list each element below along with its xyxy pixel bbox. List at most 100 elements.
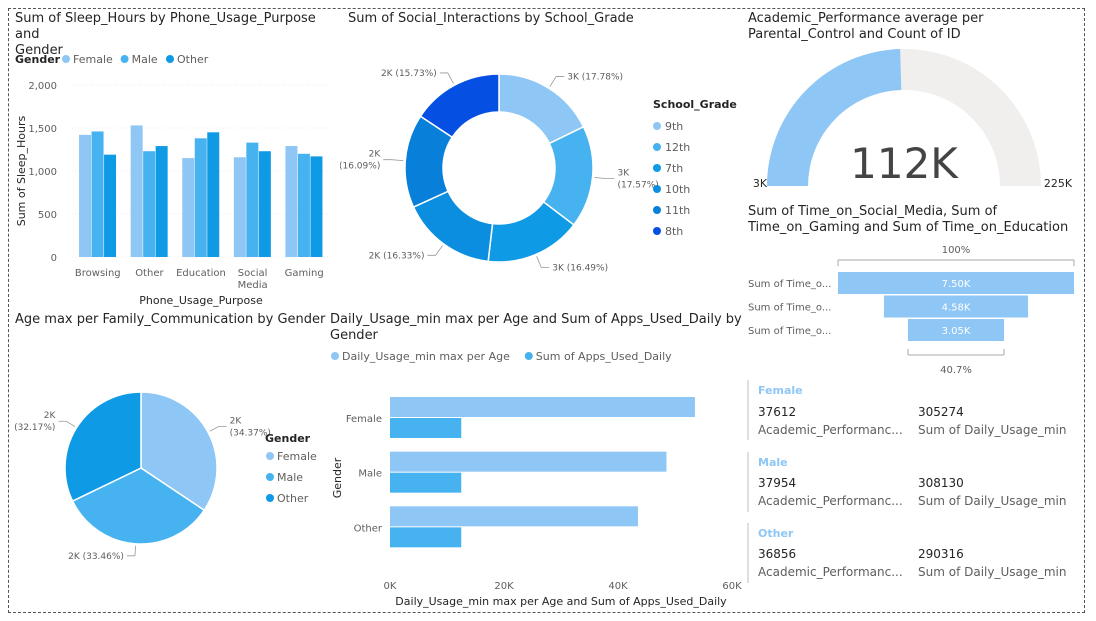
donut-legend-marker-10th [653, 185, 661, 193]
pie2-legend-marker-female [266, 452, 274, 460]
bar1-bar-female-social-media [233, 157, 246, 257]
academic-performance-gauge[interactable]: Academic_Performance average per Parenta… [742, 8, 1082, 198]
hbar-xtick-label: 0K [384, 581, 397, 592]
hbar-ytick-label: Female [346, 414, 382, 425]
hbar-xtick-label: 20K [494, 581, 514, 592]
funnel-value-label: 4.58K [942, 303, 971, 314]
funnel-plot: 100% 7.50K Sum of Time_o... 4.58K Sum of Tim… [748, 245, 1075, 376]
card-category-female: Female [758, 384, 803, 397]
pie2-data-label: 2K [230, 417, 243, 427]
bar1-ytick-label: 500 [38, 210, 57, 221]
bar1-bar-male-social-media [246, 142, 259, 257]
bar1-ylabel: Sum of Sleep_Hours [15, 115, 28, 226]
donut-legend-marker-11th [653, 206, 661, 214]
donut-legend-marker-8th [653, 227, 661, 235]
pie2-data-label: (34.37%) [230, 429, 271, 439]
donut-legend-label-10th: 10th [665, 183, 690, 196]
funnel-value-label: 7.50K [942, 279, 971, 290]
time-usage-funnel-chart[interactable]: Sum of Time_on_Social_Media, Sum of Time… [742, 198, 1082, 376]
pie2-data-label: (32.17%) [14, 423, 55, 433]
bar1-legend-marker-male [120, 55, 129, 63]
age-family-communication-pie-chart[interactable]: Age max per Family_Communication by Gend… [10, 308, 330, 608]
card-value-male-academic: 37954 [758, 476, 797, 490]
gauge-max-label: 225K [1044, 177, 1073, 190]
bar1-bar-other-gaming [310, 156, 323, 257]
funnel-bottom-percent: 40.7% [940, 365, 972, 376]
hbar-title-line1: Daily_Usage_min max per Age and Sum of A… [330, 312, 742, 327]
donut-leader-line [549, 76, 565, 87]
hbar-ylabel: Gender [331, 457, 344, 498]
card-label-male-usage: Sum of Daily_Usage_min [918, 494, 1067, 508]
pie2-legend-label-female: Female [277, 450, 317, 463]
bar1-bar-other-social-media [258, 151, 271, 257]
donut-legend-label-11th: 11th [665, 204, 690, 217]
hbar-plot: Daily_Usage_min max per Age Sum of Apps_U… [331, 350, 742, 608]
bar1-xtick-label: Social [238, 268, 268, 279]
hbar-ytick-label: Other [354, 523, 383, 534]
report-canvas-border [8, 8, 1085, 613]
card-value-other-usage: 290316 [918, 547, 964, 561]
funnel-title-line1: Sum of Time_on_Social_Media, Sum of [748, 204, 998, 219]
social-interactions-donut-chart[interactable]: Sum of Social_Interactions by School_Gra… [340, 8, 740, 298]
hbar-bar-male-0 [390, 451, 667, 472]
hbar-legend-label-1: Sum of Apps_Used_Daily [536, 350, 672, 363]
card-value-female-academic: 37612 [758, 405, 797, 419]
hbar-title: Daily_Usage_min max per Age and Sum of A… [330, 312, 742, 344]
hbar-bar-other-0 [390, 506, 638, 527]
gauge-title: Academic_Performance average per Parenta… [748, 11, 983, 43]
donut-legend-label-12th: 12th [665, 141, 690, 154]
bar1-bar-other-browsing [104, 154, 117, 257]
funnel-value-label: 3.05K [942, 326, 971, 337]
card-label-female-academic: Academic_Performanc... [758, 423, 903, 437]
pie2-leader-line [58, 420, 76, 427]
pie2-legend-label-other: Other [277, 492, 309, 505]
bar1-legend-label-female: Female [73, 53, 113, 66]
donut-slice-8th [419, 73, 500, 139]
hbar-ytick-label: Male [358, 469, 382, 480]
bar1-xtick-label: Gaming [285, 268, 324, 279]
card-label-other-academic: Academic_Performanc... [758, 565, 903, 579]
hbar-xtick-label: 40K [608, 581, 628, 592]
sleep-hours-title-line1: Sum of Sleep_Hours by Phone_Usage_Purpos… [15, 11, 316, 42]
pie2-legend-label-male: Male [277, 471, 303, 484]
funnel-bar-1 [883, 295, 1029, 318]
card-category-other: Other [758, 527, 794, 540]
pie2-data-label: 2K (33.46%) [68, 552, 124, 562]
card-accent-line-male [747, 452, 749, 512]
bar1-ytick-label: 2,000 [28, 81, 57, 92]
bar1-bar-other-education [207, 132, 220, 257]
bar1-bar-female-education [182, 158, 195, 257]
bar1-bar-male-other [143, 151, 156, 257]
donut-data-label: 2K (15.73%) [381, 69, 437, 79]
gauge-plot: 112K 3K 225K [753, 49, 1073, 190]
pie2-slice-other [64, 391, 142, 503]
pie2-leader-line [209, 426, 227, 432]
pie2-plot: 2K (34.37%) 2K (33.46%) 2K (32.17%) Gender Fem… [14, 391, 317, 562]
pie2-title: Age max per Family_Communication by Gend… [15, 312, 326, 327]
pie2-slice-male [71, 467, 206, 545]
funnel-bar-0 [838, 272, 1074, 294]
sleep-hours-plot: Gender Female Male Other 0 500 1,000 1,500 2,000… [15, 53, 330, 307]
bar1-xtick-label: Other [135, 268, 164, 279]
hbar-xlabel: Daily_Usage_min max per Age and Sum of A… [395, 595, 727, 608]
card-label-female-usage: Sum of Daily_Usage_min [918, 423, 1067, 437]
bar1-xtick-label: Media [238, 280, 268, 291]
bar1-legend-label-male: Male [132, 53, 158, 66]
gender-multi-row-card[interactable]: Female 37612 Academic_Performanc... 3052… [742, 376, 1082, 608]
sleep-hours-title-line2: Gender [15, 43, 63, 58]
sleep-hours-bar-chart[interactable]: Sum of Sleep_Hours by Phone_Usage_Purpos… [10, 8, 340, 308]
donut-leader-line [439, 72, 454, 84]
donut-data-label: 3K [617, 169, 630, 179]
donut-leader-line [383, 159, 404, 162]
funnel-bar-2 [908, 319, 1004, 341]
donut-data-label: 2K [369, 150, 382, 160]
pie2-data-label: 2K [44, 411, 57, 421]
card-accent-line-other [747, 523, 749, 583]
bar1-xtick-label: Education [176, 268, 226, 279]
funnel-title: Sum of Time_on_Social_Media, Sum of Time… [748, 204, 1068, 236]
donut-data-label: 2K (16.33%) [369, 251, 425, 261]
pie2-legend-title: Gender [265, 432, 311, 445]
funnel-category-label: Sum of Time_o... [748, 303, 831, 314]
daily-usage-hbar-chart[interactable]: Daily_Usage_min max per Age and Sum of A… [322, 308, 742, 608]
funnel-category-label: Sum of Time_o... [748, 326, 831, 337]
